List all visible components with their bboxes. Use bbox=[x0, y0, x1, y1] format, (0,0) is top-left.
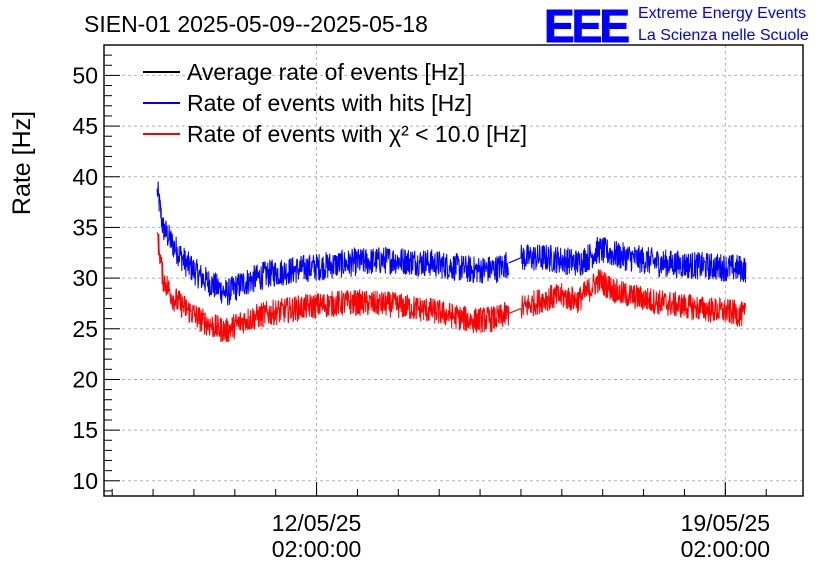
legend-label-chi2: Rate of events with χ² < 10.0 [Hz] bbox=[187, 121, 527, 147]
y-tick-label: 40 bbox=[72, 164, 98, 190]
x-tick-time: 02:00:00 bbox=[681, 536, 771, 562]
y-tick-label: 15 bbox=[72, 417, 98, 443]
axes: 10152025303540455012/05/2502:00:0019/05/… bbox=[72, 54, 771, 562]
x-tick-time: 02:00:00 bbox=[272, 536, 362, 562]
series-chi2-part1 bbox=[156, 232, 510, 343]
series-hits-part1 bbox=[156, 181, 510, 306]
y-tick-label: 50 bbox=[72, 62, 98, 88]
y-tick-label: 25 bbox=[72, 316, 98, 342]
brand-logo: EEE Extreme Energy Events La Scienza nel… bbox=[544, 0, 809, 53]
legend: Average rate of events [Hz] Rate of even… bbox=[143, 59, 527, 147]
y-tick-label: 45 bbox=[72, 113, 98, 139]
chart-title: SIEN-01 2025-05-09--2025-05-18 bbox=[84, 11, 428, 37]
x-tick-date: 12/05/25 bbox=[272, 510, 362, 536]
y-axis-label: Rate [Hz] bbox=[8, 111, 36, 215]
series-chi2-part2 bbox=[520, 269, 747, 327]
brand-line2: La Scienza nelle Scuole bbox=[638, 27, 809, 44]
y-tick-label: 20 bbox=[72, 366, 98, 392]
series-hits-gap bbox=[508, 257, 522, 264]
series-layer bbox=[156, 181, 747, 343]
plot-frame bbox=[103, 44, 804, 497]
brand-logo-text: EEE bbox=[544, 0, 628, 52]
y-tick-label: 30 bbox=[72, 265, 98, 291]
y-tick-label: 10 bbox=[72, 468, 98, 494]
y-tick-label: 35 bbox=[72, 214, 98, 240]
legend-label-average: Average rate of events [Hz] bbox=[187, 59, 465, 85]
series-hits-part2 bbox=[520, 236, 747, 283]
brand-line1: Extreme Energy Events bbox=[638, 5, 806, 22]
x-tick-date: 19/05/25 bbox=[681, 510, 771, 536]
series-chi2-gap bbox=[508, 307, 522, 315]
legend-label-hits: Rate of events with hits [Hz] bbox=[187, 90, 472, 116]
